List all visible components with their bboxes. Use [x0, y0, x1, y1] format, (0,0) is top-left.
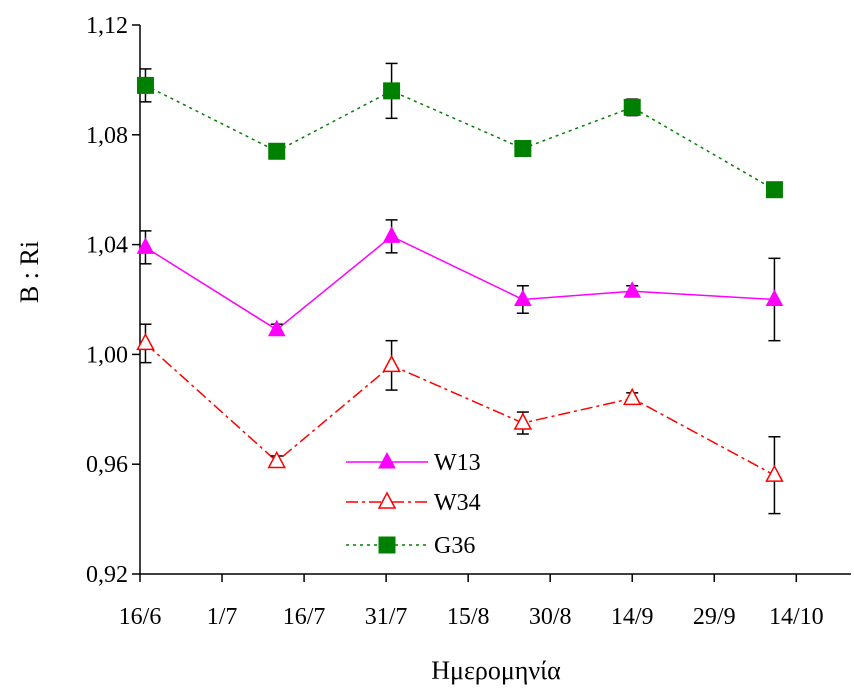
- x-axis-ticks: 16/6 1/7 16/7 31/7 15/8 30/8 14/9 29/9 14/10: [119, 574, 824, 630]
- y-tick-label: 1,04: [86, 233, 128, 259]
- data-point-w13: [136, 237, 155, 254]
- x-tick-label: 16/7: [283, 604, 326, 630]
- legend: W13 W34 G36: [346, 450, 481, 559]
- data-point-g36: [514, 140, 532, 158]
- data-point-g36: [623, 98, 641, 116]
- x-tick-label: 31/7: [365, 604, 408, 630]
- data-point-w13: [382, 226, 401, 243]
- y-tick-label: 1,08: [86, 123, 128, 149]
- y-axis-title: B : Ri: [15, 241, 44, 303]
- legend-label-w13: W13: [434, 450, 481, 476]
- y-tick-label: 1,12: [86, 13, 128, 39]
- data-point-w13: [514, 289, 532, 306]
- legend-marker-w13: [378, 451, 396, 469]
- legend-label-w34: W34: [434, 490, 481, 516]
- data-point-w34: [513, 412, 533, 430]
- x-tick-label: 30/8: [529, 604, 572, 630]
- series-layer: [136, 62, 784, 515]
- data-point-g36: [765, 181, 783, 199]
- x-tick-label: 14/10: [769, 604, 824, 630]
- data-point-g36: [383, 82, 401, 100]
- series-g36: [136, 62, 783, 199]
- data-point-w34: [136, 332, 155, 351]
- data-point-w13: [765, 289, 784, 306]
- x-tick-label: 1/7: [207, 604, 238, 630]
- series-line-w34: [144, 342, 775, 476]
- series-line-w13: [145, 235, 775, 331]
- y-tick-label: 0,92: [86, 562, 128, 588]
- series-w13: [136, 219, 784, 342]
- legend-marker-g36: [378, 536, 396, 554]
- legend-marker-w34: [377, 491, 397, 509]
- series-w34: [136, 323, 784, 515]
- axes: [139, 25, 851, 575]
- series-line-g36: [145, 84, 775, 191]
- y-axis-ticks: 0,92 0,96 1,00 1,04 1,08 1,12: [86, 13, 140, 588]
- legend-item-w34: W34: [346, 490, 481, 516]
- x-tick-label: 14/9: [611, 604, 654, 630]
- data-point-w34: [765, 464, 784, 482]
- x-axis-title: Ημερομηνία: [431, 656, 561, 685]
- data-point-w13: [623, 281, 642, 298]
- data-point-w34: [382, 354, 401, 373]
- y-tick-label: 1,00: [86, 342, 128, 368]
- x-tick-label: 16/6: [119, 604, 162, 630]
- legend-label-g36: G36: [434, 533, 475, 559]
- data-point-w34: [267, 450, 286, 469]
- x-tick-label: 15/8: [447, 604, 490, 630]
- x-tick-label: 29/9: [693, 604, 736, 630]
- legend-item-g36: G36: [346, 533, 475, 559]
- data-point-g36: [136, 76, 154, 94]
- data-point-g36: [268, 142, 286, 160]
- data-point-w34: [622, 387, 642, 406]
- y-tick-label: 0,96: [86, 452, 128, 478]
- legend-item-w13: W13: [346, 450, 481, 476]
- data-point-w13: [267, 319, 286, 337]
